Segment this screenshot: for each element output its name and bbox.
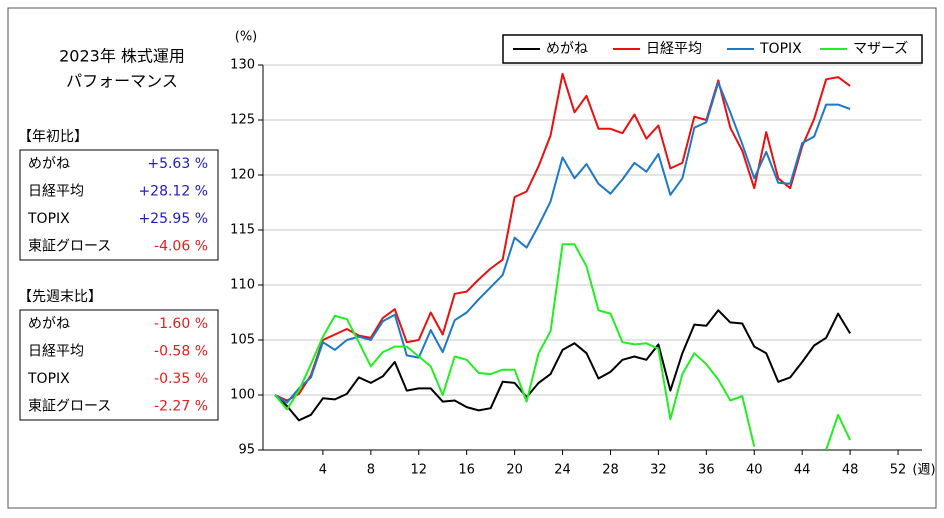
legend-box: [502, 34, 923, 64]
row-name: 東証グロース: [28, 239, 111, 255]
y-tick-label: 120: [230, 168, 255, 183]
y-tick-label: 100: [230, 388, 255, 403]
x-tick-label: 12: [410, 463, 427, 478]
legend-label: 日経平均: [646, 41, 702, 57]
x-unit: (週): [912, 463, 935, 478]
y-tick-label: 125: [230, 113, 255, 128]
x-tick-label: 20: [506, 463, 523, 478]
row-value: +25.95 %: [138, 211, 208, 227]
x-tick-label: 24: [554, 463, 571, 478]
y-tick-label: 95: [238, 443, 255, 458]
table-heading: 【先週末比】: [18, 289, 102, 305]
row-value: -2.27 %: [154, 399, 208, 415]
x-tick-label: 40: [746, 463, 763, 478]
legend-label: マザーズ: [853, 41, 908, 57]
row-value: -0.35 %: [154, 371, 208, 387]
row-name: 日経平均: [28, 344, 84, 360]
table-box: [19, 149, 219, 261]
table-box: [19, 309, 219, 421]
row-value: -0.58 %: [154, 344, 208, 360]
row-name: 日経平均: [28, 184, 84, 200]
y-tick-label: 130: [230, 58, 255, 73]
x-tick-label: 52: [890, 463, 907, 478]
x-tick-label: 32: [650, 463, 667, 478]
row-value: +5.63 %: [147, 156, 208, 172]
x-tick-label: 48: [842, 463, 859, 478]
y-tick-label: 115: [230, 223, 255, 238]
x-tick-label: 36: [698, 463, 715, 478]
row-name: TOPIX: [27, 211, 70, 227]
table-heading: 【年初比】: [18, 128, 88, 145]
y-tick-label: 110: [230, 278, 255, 293]
row-value: -4.06 %: [154, 239, 208, 255]
series-line: [274, 309, 851, 422]
row-name: めがね: [28, 156, 70, 172]
x-tick-label: 28: [602, 463, 619, 478]
x-tick-label: 44: [794, 463, 811, 478]
series-line: [274, 81, 851, 404]
plot-area: [274, 72, 852, 450]
row-value: +28.12 %: [138, 184, 208, 200]
x-tick-label: 8: [367, 463, 375, 478]
row-name: 東証グロース: [28, 399, 111, 415]
row-name: TOPIX: [27, 371, 70, 387]
row-name: めがね: [28, 316, 70, 332]
legend-label: めがね: [546, 41, 588, 57]
series-line: [274, 72, 851, 402]
panel-title: 2023年 株式運用: [59, 47, 185, 66]
legend-label: TOPIX: [759, 41, 802, 57]
x-tick-label: 4: [319, 463, 327, 478]
row-value: -1.60 %: [154, 316, 208, 332]
x-tick-label: 16: [458, 463, 475, 478]
series-line: [274, 243, 852, 450]
frame: [7, 7, 937, 509]
y-tick-label: 105: [230, 333, 255, 348]
y-unit: (%): [235, 30, 258, 45]
panel-title: パフォーマンス: [66, 72, 178, 91]
